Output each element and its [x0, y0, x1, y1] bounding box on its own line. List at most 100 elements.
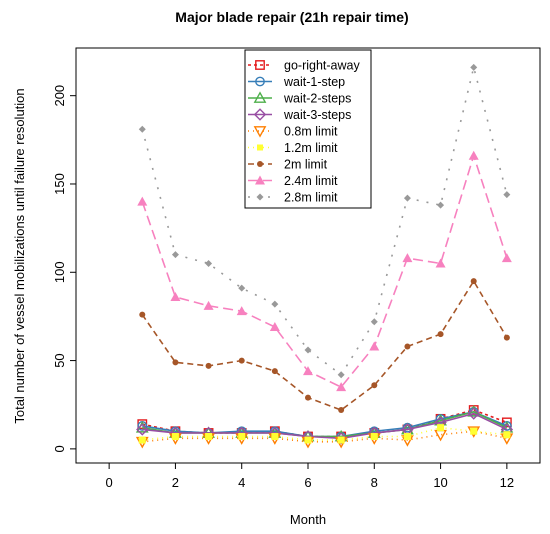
data-point	[470, 278, 477, 285]
data-point	[369, 341, 380, 351]
data-point	[269, 322, 280, 332]
series-2	[135, 405, 514, 442]
data-point	[137, 196, 148, 206]
y-tick-label: 200	[52, 85, 67, 107]
y-tick-label: 150	[52, 173, 67, 195]
data-point	[503, 191, 511, 199]
data-point	[470, 63, 478, 71]
y-tick-label: 100	[52, 261, 67, 283]
series-line	[141, 279, 508, 411]
data-point	[467, 407, 480, 420]
legend-label: wait-2-steps	[283, 92, 351, 106]
legend-marker	[253, 108, 267, 121]
series-line	[141, 153, 508, 389]
legend-label: 2.4m limit	[284, 174, 338, 188]
data-point	[304, 436, 312, 444]
legend-marker	[253, 126, 267, 138]
data-point	[370, 318, 378, 326]
legend-label: wait-3-steps	[283, 108, 351, 122]
legend-box	[244, 49, 372, 209]
data-point	[501, 253, 512, 263]
legend-label: 0.8m limit	[284, 125, 338, 139]
data-point	[238, 433, 246, 441]
x-axis: 0 2 4 6 8 10 12	[106, 462, 514, 490]
legend-marker	[256, 193, 264, 201]
data-point	[403, 194, 411, 202]
series-0	[137, 405, 512, 442]
data-point	[238, 357, 245, 364]
data-point	[205, 433, 213, 441]
data-point	[271, 368, 278, 375]
legend-label: 2m limit	[284, 158, 328, 172]
y-tick-label: 0	[52, 445, 67, 452]
y-axis: 0 50 100 150 200	[52, 85, 77, 452]
x-axis-label: Month	[290, 512, 326, 527]
legend-marker	[257, 161, 263, 167]
data-point	[303, 366, 313, 376]
y-axis-label: Total number of vessel mobilizations unt…	[12, 88, 27, 423]
data-point	[139, 311, 146, 318]
x-tick-label: 8	[371, 475, 378, 490]
data-point	[271, 433, 279, 441]
data-point	[138, 125, 146, 133]
x-tick-label: 6	[304, 475, 311, 490]
series-line	[142, 426, 507, 441]
legend-marker	[255, 175, 265, 185]
data-point	[437, 331, 444, 338]
legend: go-right-away wait-1-step wait-2-steps wait…	[244, 49, 372, 209]
data-point	[336, 382, 347, 392]
legend-marker	[253, 91, 267, 103]
legend-label: 2.8m limit	[284, 191, 338, 205]
x-tick-label: 10	[433, 475, 447, 490]
data-point	[236, 306, 247, 316]
data-point	[337, 436, 345, 444]
legend-marker	[257, 144, 263, 151]
data-point	[437, 424, 445, 432]
x-tick-label: 2	[172, 475, 179, 490]
legend-label: wait-1-step	[283, 75, 345, 89]
data-point	[404, 343, 411, 350]
data-point	[371, 382, 378, 389]
x-tick-label: 12	[500, 475, 514, 490]
data-point	[205, 259, 213, 267]
legend-label: 1.2m limit	[284, 141, 338, 155]
data-point	[370, 433, 378, 441]
x-tick-label: 4	[238, 475, 245, 490]
data-point	[205, 362, 212, 369]
data-point	[136, 423, 149, 436]
data-point	[503, 334, 510, 341]
series-3	[136, 407, 514, 445]
data-point	[403, 433, 411, 441]
data-point	[170, 292, 181, 301]
data-point	[172, 359, 179, 366]
data-point	[271, 300, 279, 308]
data-point	[503, 431, 511, 439]
y-tick-label: 50	[52, 353, 67, 367]
data-point	[304, 346, 312, 354]
data-point	[203, 300, 214, 310]
legend-marker	[255, 76, 265, 87]
series-6	[139, 278, 510, 414]
data-point	[402, 253, 413, 263]
data-point	[468, 150, 479, 160]
chart-title: Major blade repair (21h repair time)	[175, 9, 408, 25]
series-8	[138, 63, 511, 379]
data-point	[138, 436, 146, 444]
series-layer	[135, 63, 514, 449]
data-point	[171, 433, 179, 441]
data-point	[238, 284, 246, 292]
data-point	[470, 427, 478, 435]
series-7	[137, 150, 512, 392]
data-point	[501, 417, 512, 428]
series-line	[142, 430, 508, 443]
data-point	[338, 407, 345, 414]
data-point	[171, 251, 179, 259]
x-tick-label: 0	[106, 475, 113, 490]
series-5	[138, 424, 511, 444]
data-point	[305, 394, 311, 401]
data-point	[435, 258, 446, 268]
legend-label: go-right-away	[284, 59, 360, 73]
data-point	[437, 201, 445, 209]
legend-marker	[255, 60, 265, 70]
